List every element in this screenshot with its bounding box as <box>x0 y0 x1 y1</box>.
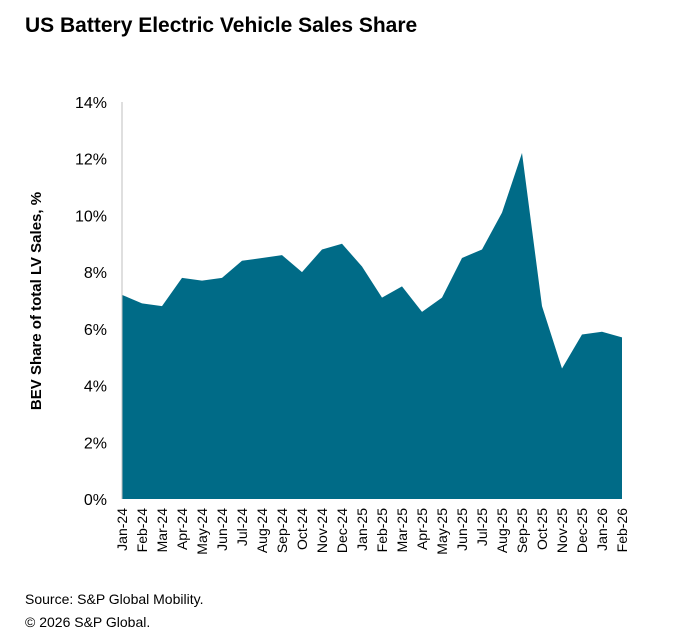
y-tick-label: 12% <box>75 152 107 169</box>
y-tick-label: 10% <box>75 208 107 225</box>
x-tick-label: Feb-26 <box>614 508 630 553</box>
chart-title: US Battery Electric Vehicle Sales Share <box>25 14 418 37</box>
source-note: Source: S&P Global Mobility. <box>25 591 204 607</box>
x-tick-label: Feb-25 <box>374 508 390 553</box>
x-tick-label: Apr-25 <box>414 508 430 550</box>
x-tick-label: Mar-24 <box>154 508 170 553</box>
x-tick-label: Sep-25 <box>514 508 530 553</box>
y-tick-label: 14% <box>75 95 107 112</box>
x-tick-label: Aug-25 <box>494 508 510 553</box>
y-tick-label: 6% <box>84 322 107 339</box>
x-tick-label: Dec-24 <box>334 508 350 553</box>
x-tick-label: Jun-25 <box>454 508 470 551</box>
y-tick-label: 0% <box>84 492 107 509</box>
y-axis-label: BEV Share of total LV Sales, % <box>28 192 45 410</box>
x-tick-label: Apr-24 <box>174 508 190 550</box>
x-tick-label: Aug-24 <box>254 508 270 553</box>
y-tick-label: 8% <box>84 265 107 282</box>
x-tick-label: Jul-24 <box>234 508 250 546</box>
x-tick-label: May-25 <box>434 508 450 555</box>
x-tick-label: Oct-25 <box>534 508 550 550</box>
x-tick-label: Feb-24 <box>134 508 150 553</box>
x-tick-label: Mar-25 <box>394 508 410 553</box>
x-tick-label: Jun-24 <box>214 508 230 551</box>
y-tick-label: 2% <box>84 435 107 452</box>
copyright-note: © 2026 S&P Global. <box>25 614 151 630</box>
x-tick-label: Oct-24 <box>294 508 310 550</box>
x-tick-label: Dec-25 <box>574 508 590 553</box>
x-tick-label: Nov-24 <box>314 508 330 553</box>
x-tick-label: Jan-25 <box>354 508 370 551</box>
x-tick-label: Nov-25 <box>554 508 570 553</box>
x-tick-label: Jan-24 <box>114 508 130 551</box>
x-tick-label: Jan-26 <box>594 508 610 551</box>
x-tick-label: Sep-24 <box>274 508 290 553</box>
y-tick-label: 4% <box>84 379 107 396</box>
x-tick-label: May-24 <box>194 508 210 555</box>
area-series <box>122 153 622 500</box>
x-tick-label: Jul-25 <box>474 508 490 546</box>
